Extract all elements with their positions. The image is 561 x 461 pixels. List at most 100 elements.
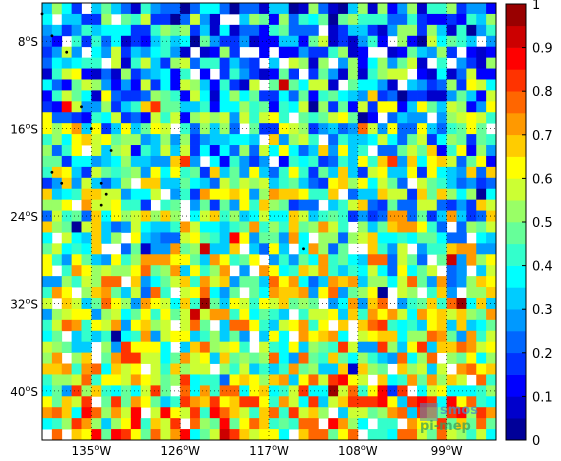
grid-cell bbox=[288, 319, 300, 332]
grid-cell bbox=[42, 287, 53, 299]
grid-cell bbox=[150, 276, 161, 288]
grid-cell bbox=[426, 265, 438, 277]
grid-cell bbox=[209, 276, 221, 288]
grid-cell bbox=[436, 145, 448, 157]
grid-cell bbox=[120, 308, 132, 321]
grid-cell bbox=[308, 155, 319, 168]
grid-cell bbox=[426, 385, 438, 397]
grid-cell bbox=[81, 166, 92, 179]
grid-cell bbox=[42, 155, 53, 168]
grid-cell bbox=[140, 330, 151, 343]
grid-cell bbox=[269, 101, 280, 113]
grid-cell bbox=[466, 330, 477, 343]
grid-cell bbox=[150, 112, 161, 124]
grid-cell bbox=[407, 287, 418, 299]
grid-cell bbox=[160, 418, 171, 430]
grid-cell bbox=[407, 341, 418, 354]
grid-cell bbox=[347, 101, 359, 113]
grid-cell bbox=[42, 363, 53, 375]
grid-cell bbox=[367, 188, 378, 201]
grid-cell bbox=[170, 429, 181, 441]
grid-cell bbox=[239, 221, 250, 233]
grid-cell bbox=[318, 265, 329, 277]
grid-cell bbox=[150, 243, 161, 255]
colorbar-label: 0.5 bbox=[532, 216, 553, 231]
grid-cell bbox=[476, 155, 487, 168]
grid-cell bbox=[239, 341, 250, 354]
grid-cell bbox=[61, 79, 73, 91]
grid-cell bbox=[101, 177, 112, 190]
grid-cell bbox=[387, 319, 398, 332]
grid-cell bbox=[426, 341, 438, 354]
grid-cell bbox=[476, 112, 487, 124]
grid-cell bbox=[170, 276, 181, 288]
grid-cell bbox=[476, 363, 487, 375]
grid-cell bbox=[91, 385, 102, 397]
grid-cell bbox=[269, 90, 280, 102]
grid-cell bbox=[446, 308, 457, 321]
grid-cell bbox=[456, 112, 467, 124]
grid-cell bbox=[199, 90, 211, 102]
grid-cell bbox=[140, 57, 151, 69]
grid-cell bbox=[61, 134, 73, 146]
grid-cell bbox=[387, 155, 398, 168]
grid-cell bbox=[387, 330, 398, 343]
grid-cell bbox=[357, 155, 369, 168]
grid-cell bbox=[239, 407, 250, 419]
grid-cell bbox=[288, 90, 300, 102]
grid-cell bbox=[111, 155, 122, 168]
grid-cell bbox=[239, 24, 250, 37]
grid-cell bbox=[111, 308, 122, 321]
grid-cell bbox=[357, 276, 369, 288]
grid-cell bbox=[288, 13, 300, 26]
grid-cell bbox=[278, 199, 290, 211]
grid-cell bbox=[426, 276, 438, 288]
grid-cell bbox=[42, 221, 53, 233]
grid-cell bbox=[436, 287, 448, 299]
grid-cell bbox=[51, 188, 63, 201]
grid-cell bbox=[466, 396, 477, 408]
grid-cell bbox=[436, 24, 448, 37]
grid-cell bbox=[199, 254, 211, 266]
grid-cell bbox=[209, 243, 221, 255]
grid-cell bbox=[160, 35, 171, 48]
grid-cell bbox=[229, 155, 240, 168]
grid-cell bbox=[150, 352, 161, 364]
grid-cell bbox=[288, 101, 300, 113]
grid-cell bbox=[199, 341, 211, 354]
grid-cell bbox=[338, 68, 349, 80]
grid-cell bbox=[338, 210, 349, 222]
grid-cell bbox=[367, 13, 378, 26]
grid-cell bbox=[91, 199, 102, 211]
grid-cell bbox=[71, 3, 82, 15]
grid-cell bbox=[81, 319, 92, 332]
grid-cell bbox=[417, 396, 428, 408]
grid-cell bbox=[42, 407, 53, 419]
grid-cell bbox=[170, 112, 181, 124]
grid-cell bbox=[199, 3, 211, 15]
grid-cell bbox=[387, 79, 398, 91]
grid-cell bbox=[71, 210, 82, 222]
grid-cell bbox=[269, 374, 280, 386]
colorbar-segment bbox=[506, 287, 526, 310]
grid-cell bbox=[150, 177, 161, 190]
grid-cell bbox=[288, 35, 300, 48]
grid-cell bbox=[466, 352, 477, 364]
grid-cell bbox=[61, 319, 73, 332]
grid-cell bbox=[476, 166, 487, 179]
grid-cell bbox=[249, 177, 260, 190]
grid-cell bbox=[130, 297, 142, 310]
grid-cell bbox=[417, 145, 428, 157]
grid-cell bbox=[209, 188, 221, 201]
grid-cell bbox=[367, 243, 378, 255]
grid-cell bbox=[229, 46, 240, 59]
grid-cell bbox=[209, 79, 221, 91]
grid-cell bbox=[318, 145, 329, 157]
grid-cell bbox=[387, 232, 398, 244]
grid-cell bbox=[486, 319, 497, 332]
grid-cell bbox=[160, 112, 171, 124]
grid-cell bbox=[61, 418, 73, 430]
grid-cell bbox=[160, 101, 171, 113]
grid-cell bbox=[111, 46, 122, 59]
grid-cell bbox=[219, 374, 230, 386]
